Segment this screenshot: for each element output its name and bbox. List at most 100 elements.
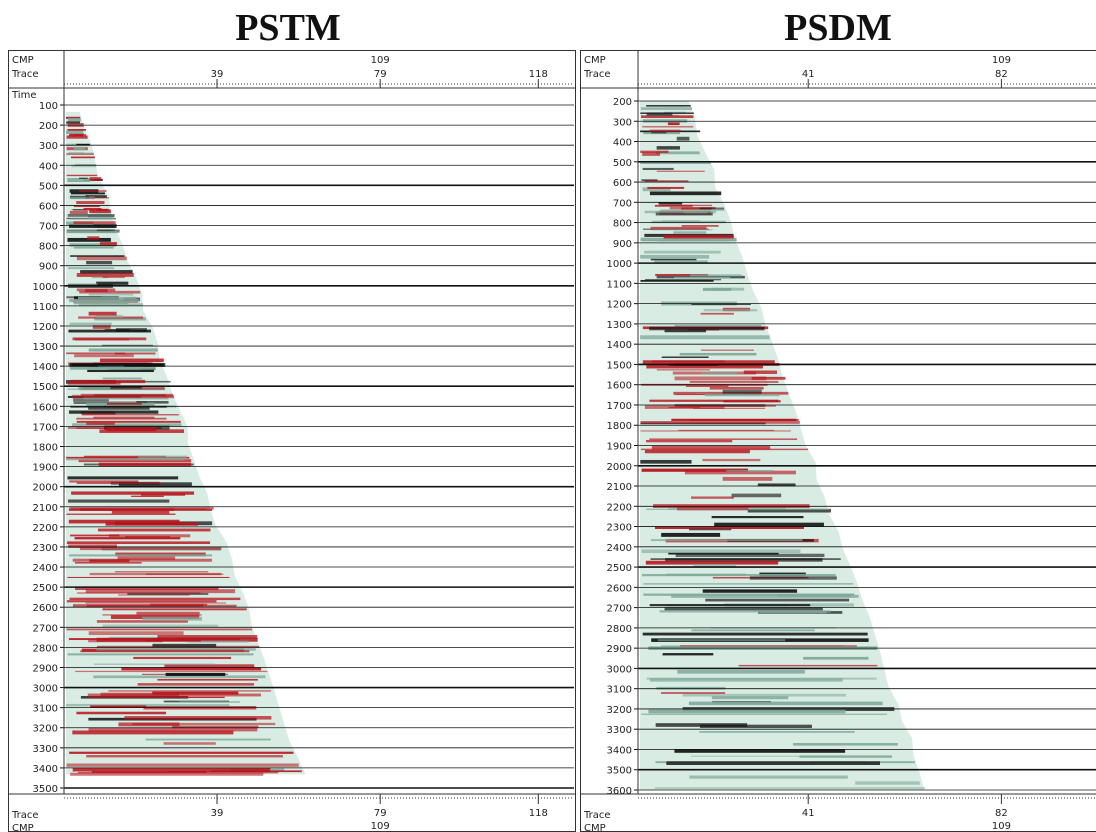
reflector-streak <box>642 187 671 192</box>
reflector-streak <box>78 190 107 192</box>
reflector-streak <box>642 573 836 577</box>
time-tick-label: 2900 <box>607 644 632 655</box>
time-tick-label: 1500 <box>33 382 58 393</box>
reflector-streak <box>70 196 95 200</box>
time-tick-label: 1600 <box>607 381 632 392</box>
reflector-streak <box>87 215 114 219</box>
reflector-streak <box>743 370 777 374</box>
pstm-section-chart: CMP Trace Time 39 79 118 109 100 200 300 400 500 600… <box>8 50 576 832</box>
reflector-streak <box>114 571 209 573</box>
reflector-streak <box>640 150 669 153</box>
reflector-streak <box>640 459 692 464</box>
reflector-streak <box>681 207 712 210</box>
reflector-streak <box>137 683 254 686</box>
reflector-streak <box>751 376 786 380</box>
reflector-streak <box>86 604 237 608</box>
reflector-streak <box>660 209 725 212</box>
reflector-streak <box>78 296 137 299</box>
reflector-streak <box>656 369 710 371</box>
reflector-streak <box>164 664 255 669</box>
time-tick-label: 2600 <box>607 583 632 594</box>
reflector-streak <box>157 635 258 639</box>
reflector-streak <box>88 696 225 699</box>
reflector-streak <box>79 290 141 294</box>
reflector-streak <box>650 226 707 230</box>
top-cmp-tick-label: 109 <box>992 55 1011 66</box>
time-tick-label: 3100 <box>607 685 632 696</box>
reflector-streak <box>644 279 722 281</box>
reflector-streak <box>640 421 800 424</box>
reflector-streak <box>82 385 142 390</box>
reflector-streak <box>759 611 827 614</box>
reflector-streak <box>689 380 779 383</box>
psdm-section-chart: CMP Trace 41 82 109 200 300 400 500 600 700 800 900 1… <box>580 50 1096 832</box>
reflector-streak <box>97 365 125 369</box>
reflector-streak <box>799 755 893 758</box>
time-tick-label: 900 <box>39 262 58 273</box>
reflector-streak <box>66 174 98 177</box>
reflector-streak <box>661 532 721 537</box>
top-trace-tick-label: 118 <box>529 69 548 80</box>
psdm-title: PSDM <box>784 7 892 49</box>
time-tick-label: 2400 <box>607 543 632 554</box>
reflector-streak <box>738 664 878 667</box>
reflector-streak <box>690 274 742 277</box>
reflector-streak <box>642 167 674 170</box>
reflector-streak <box>655 273 708 276</box>
reflector-streak <box>668 552 779 555</box>
reflector-streak <box>66 456 190 459</box>
reflector-streak <box>66 116 81 119</box>
reflector-streak <box>152 691 239 695</box>
reflector-streak <box>79 547 222 551</box>
reflector-streak <box>127 592 209 596</box>
reflector-streak <box>83 455 166 458</box>
reflector-streak <box>674 376 767 381</box>
time-tick-label: 2000 <box>33 483 58 494</box>
reflector-streak <box>667 122 680 126</box>
reflector-streak <box>88 639 163 643</box>
reflector-streak <box>66 121 80 124</box>
reflector-streak <box>73 147 86 151</box>
time-tick-label: 1800 <box>607 421 632 432</box>
reflector-streak <box>67 576 230 578</box>
reflector-streak <box>711 287 745 291</box>
time-tick-label: 1600 <box>33 402 58 413</box>
reflector-streak <box>66 135 88 139</box>
reflector-streak <box>67 388 166 390</box>
reflector-streak <box>80 270 133 274</box>
time-tick-label: 500 <box>39 181 58 192</box>
time-tick-label: 2200 <box>33 523 58 534</box>
reflector-streak <box>642 240 737 242</box>
time-tick-label: 1400 <box>607 340 632 351</box>
reflector-streak <box>691 496 734 499</box>
time-tick-label: 1100 <box>607 279 632 290</box>
reflector-streak <box>69 597 241 601</box>
reflector-streak <box>187 640 249 643</box>
time-tick-label: 2100 <box>33 503 58 514</box>
reflector-streak <box>646 112 673 116</box>
time-tick-label: 1200 <box>33 322 58 333</box>
reflector-streak <box>680 645 857 647</box>
reflector-streak <box>78 459 192 463</box>
reflector-streak <box>67 178 90 183</box>
reflector-streak <box>96 281 129 285</box>
reflector-streak <box>650 539 803 542</box>
time-tick-label: 1400 <box>33 362 58 373</box>
reflector-streak <box>85 197 110 199</box>
time-tick-label: 400 <box>39 161 58 172</box>
time-tick-label: 3100 <box>33 704 58 715</box>
reflector-streak <box>94 317 146 321</box>
reflector-streak <box>665 558 823 562</box>
reflector-streak <box>640 430 791 432</box>
reflector-streak <box>74 354 134 358</box>
reflector-streak <box>683 211 708 214</box>
time-tick-label: 2800 <box>607 624 632 635</box>
reflector-streak <box>703 308 758 312</box>
reflector-streak <box>662 220 700 223</box>
reflector-streak <box>675 553 825 558</box>
reflector-streak <box>98 462 192 467</box>
reflector-streak <box>150 603 208 606</box>
reflector-streak <box>649 604 811 607</box>
reflector-streak <box>673 231 707 234</box>
reflector-streak <box>88 631 184 636</box>
